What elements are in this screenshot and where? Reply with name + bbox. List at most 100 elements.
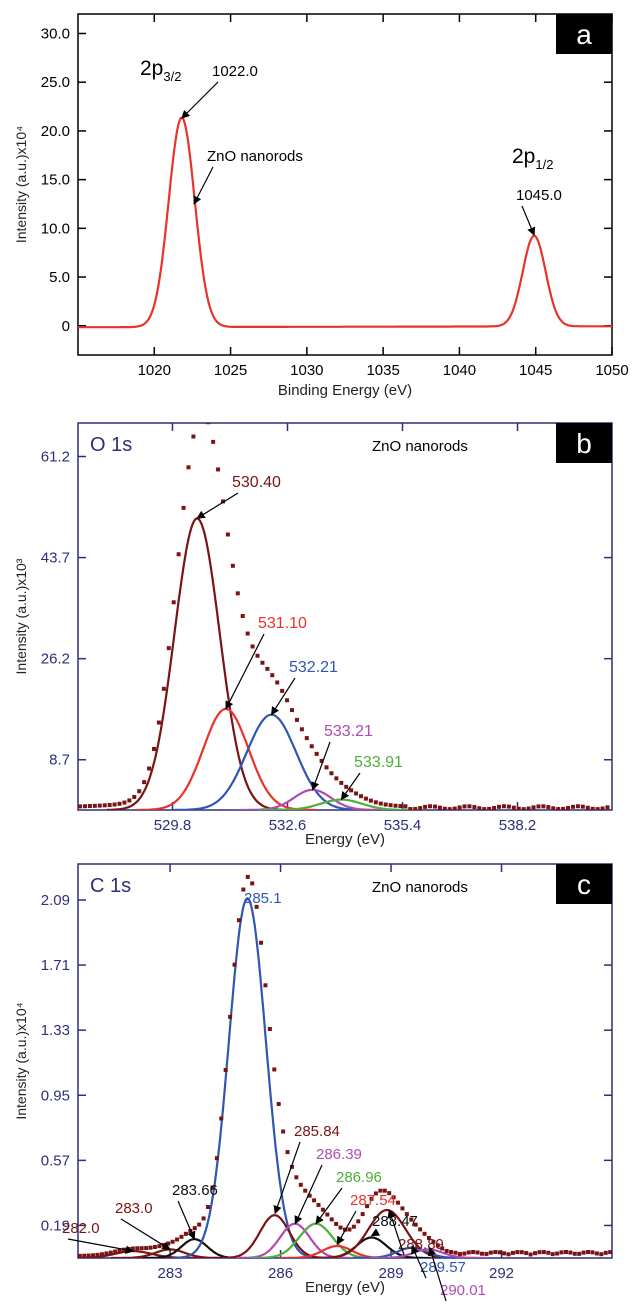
y-tick-label: 26.2: [41, 651, 70, 668]
peak-heading: 2p1/2: [512, 145, 553, 172]
raw-data-point: [351, 1224, 356, 1229]
raw-data-point: [255, 653, 260, 658]
raw-data-point: [378, 1188, 383, 1193]
y-tick-label: 2.09: [41, 892, 70, 909]
raw-data-point: [581, 1250, 586, 1255]
raw-data-point: [107, 803, 112, 808]
raw-data-point: [329, 1217, 334, 1222]
raw-data-point: [497, 1250, 502, 1255]
raw-data-point: [457, 805, 462, 810]
raw-data-point: [192, 1226, 197, 1231]
raw-data-point: [232, 962, 237, 967]
raw-data-point: [223, 1068, 228, 1073]
raw-data-point: [201, 412, 205, 416]
raw-data-point: [492, 806, 497, 810]
raw-data-point: [528, 1252, 533, 1257]
y-tick-label: 1.71: [41, 957, 70, 974]
annotation-arrow: [340, 772, 361, 801]
raw-data-point: [245, 874, 250, 879]
raw-data-point: [148, 1245, 153, 1250]
raw-data-point: [285, 698, 290, 703]
y-axis-label: Intensity (a.u.)x10³: [13, 558, 29, 674]
raw-data-point: [526, 806, 531, 810]
raw-data-point: [151, 746, 156, 751]
raw-data-point: [87, 804, 92, 809]
peak-annotation: ZnO nanorods: [207, 148, 303, 165]
raw-data-point: [250, 644, 255, 649]
raw-data-point: [206, 1204, 211, 1209]
raw-data-point: [479, 1251, 484, 1256]
raw-data-point: [599, 1252, 604, 1257]
raw-data-point: [338, 1225, 343, 1230]
raw-data-point: [555, 1251, 560, 1256]
panel-title: C 1s: [90, 875, 131, 897]
raw-data-point: [108, 1250, 113, 1255]
raw-data-point: [314, 751, 319, 756]
raw-data-point: [304, 736, 309, 741]
raw-data-point: [147, 766, 152, 771]
raw-data-point: [344, 784, 349, 789]
y-tick-label: 0.57: [41, 1152, 70, 1169]
x-axis-label: Energy (eV): [305, 1279, 385, 1296]
raw-data-point: [130, 1246, 135, 1251]
annotation-arrow: [177, 1200, 196, 1240]
raw-data-point: [572, 1251, 577, 1256]
raw-data-point: [139, 1246, 144, 1251]
raw-data-point: [393, 803, 398, 808]
raw-data-point: [472, 805, 477, 810]
peak-annotation: 283.66: [172, 1182, 218, 1199]
raw-data-point: [426, 1235, 431, 1240]
raw-data-point: [289, 1164, 294, 1169]
raw-data-point: [219, 1116, 224, 1121]
raw-data-point: [354, 791, 359, 796]
x-tick-label: 1045: [519, 362, 552, 379]
raw-data-point: [280, 688, 285, 693]
annotation-arrow: [387, 1209, 405, 1256]
peak-annotation: 286.96: [336, 1169, 382, 1186]
raw-data-point: [272, 1067, 277, 1072]
y-tick-label: 10.0: [41, 220, 70, 237]
raw-data-point: [471, 1250, 476, 1255]
plot-frame: [77, 422, 613, 811]
raw-data-point: [488, 1250, 493, 1255]
raw-data-point: [403, 804, 408, 809]
raw-data-point: [447, 807, 452, 810]
raw-data-point: [398, 804, 403, 809]
peak-annotation: 532.21: [289, 659, 338, 676]
raw-data-point: [559, 1250, 564, 1255]
raw-data-point: [413, 1222, 418, 1227]
raw-data-point: [501, 804, 506, 809]
raw-data-point: [250, 881, 255, 886]
raw-data-point: [263, 983, 268, 988]
raw-data-point: [152, 1245, 157, 1250]
raw-data-point: [325, 1212, 330, 1217]
peak-annotation: 282.0: [62, 1220, 100, 1237]
raw-data-point: [570, 804, 575, 809]
peak-annotation: 290.01: [440, 1282, 486, 1299]
raw-data-point: [214, 1156, 219, 1161]
raw-data-point: [175, 1237, 180, 1242]
raw-data-point: [484, 1251, 489, 1256]
raw-data-point: [590, 1250, 595, 1255]
peak-annotation: 286.39: [316, 1146, 362, 1163]
x-tick-label: 1035: [366, 362, 399, 379]
raw-data-point: [475, 1250, 480, 1255]
raw-data-point: [566, 805, 571, 810]
raw-data-point: [391, 1195, 396, 1200]
raw-data-point: [240, 614, 245, 619]
annotation-arrow: [181, 81, 219, 119]
raw-data-point: [197, 1222, 202, 1227]
raw-data-point: [563, 1250, 568, 1255]
raw-data-point: [276, 1102, 281, 1107]
raw-data-point: [541, 1250, 546, 1255]
peak-heading-subscript: 1/2: [535, 157, 553, 172]
raw-data-point: [127, 798, 132, 803]
raw-data-point: [191, 434, 196, 439]
raw-data-point: [493, 1250, 498, 1255]
raw-data-point: [259, 940, 264, 945]
x-tick-label: 286: [268, 1265, 293, 1282]
raw-data-point: [112, 802, 117, 807]
panel-title: O 1s: [90, 434, 132, 456]
peak-annotation: 288.47: [372, 1213, 418, 1230]
